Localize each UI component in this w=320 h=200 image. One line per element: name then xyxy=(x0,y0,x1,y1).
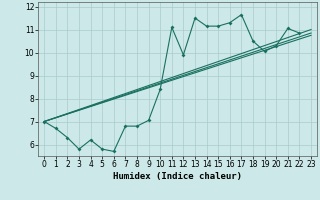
X-axis label: Humidex (Indice chaleur): Humidex (Indice chaleur) xyxy=(113,172,242,181)
